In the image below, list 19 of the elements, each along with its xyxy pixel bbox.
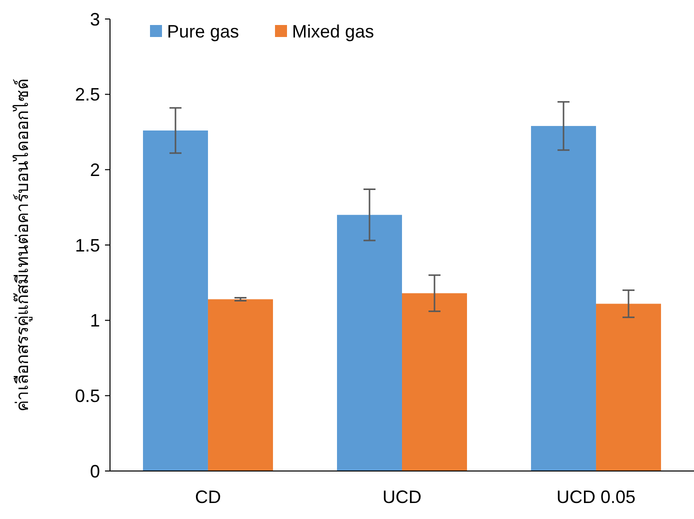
y-tick-label: 2.5 bbox=[74, 84, 100, 105]
y-tick-label: 3 bbox=[90, 9, 100, 30]
bar bbox=[402, 293, 467, 471]
legend-label: Mixed gas bbox=[292, 21, 374, 42]
x-tick-label: UCD bbox=[382, 487, 422, 507]
y-tick-label: 2 bbox=[90, 160, 100, 180]
y-tick-label: 1.5 bbox=[74, 235, 100, 256]
bar bbox=[596, 304, 662, 471]
bar bbox=[337, 214, 402, 471]
x-tick-label: CD bbox=[194, 487, 221, 507]
y-tick-label: 0.5 bbox=[74, 386, 100, 406]
y-tick-label: 1 bbox=[90, 310, 100, 331]
bar bbox=[142, 130, 208, 471]
x-tick-label: UCD 0.05 bbox=[556, 487, 636, 507]
y-tick-label: 0 bbox=[90, 461, 100, 482]
bar bbox=[531, 126, 596, 471]
y-axis-title: ค่าเลือกสรรคู่แก๊สมีเทนต่อคาร์บอนไดออกไซด์ bbox=[12, 78, 33, 412]
legend-label: Pure gas bbox=[167, 21, 240, 42]
bar bbox=[208, 299, 273, 471]
